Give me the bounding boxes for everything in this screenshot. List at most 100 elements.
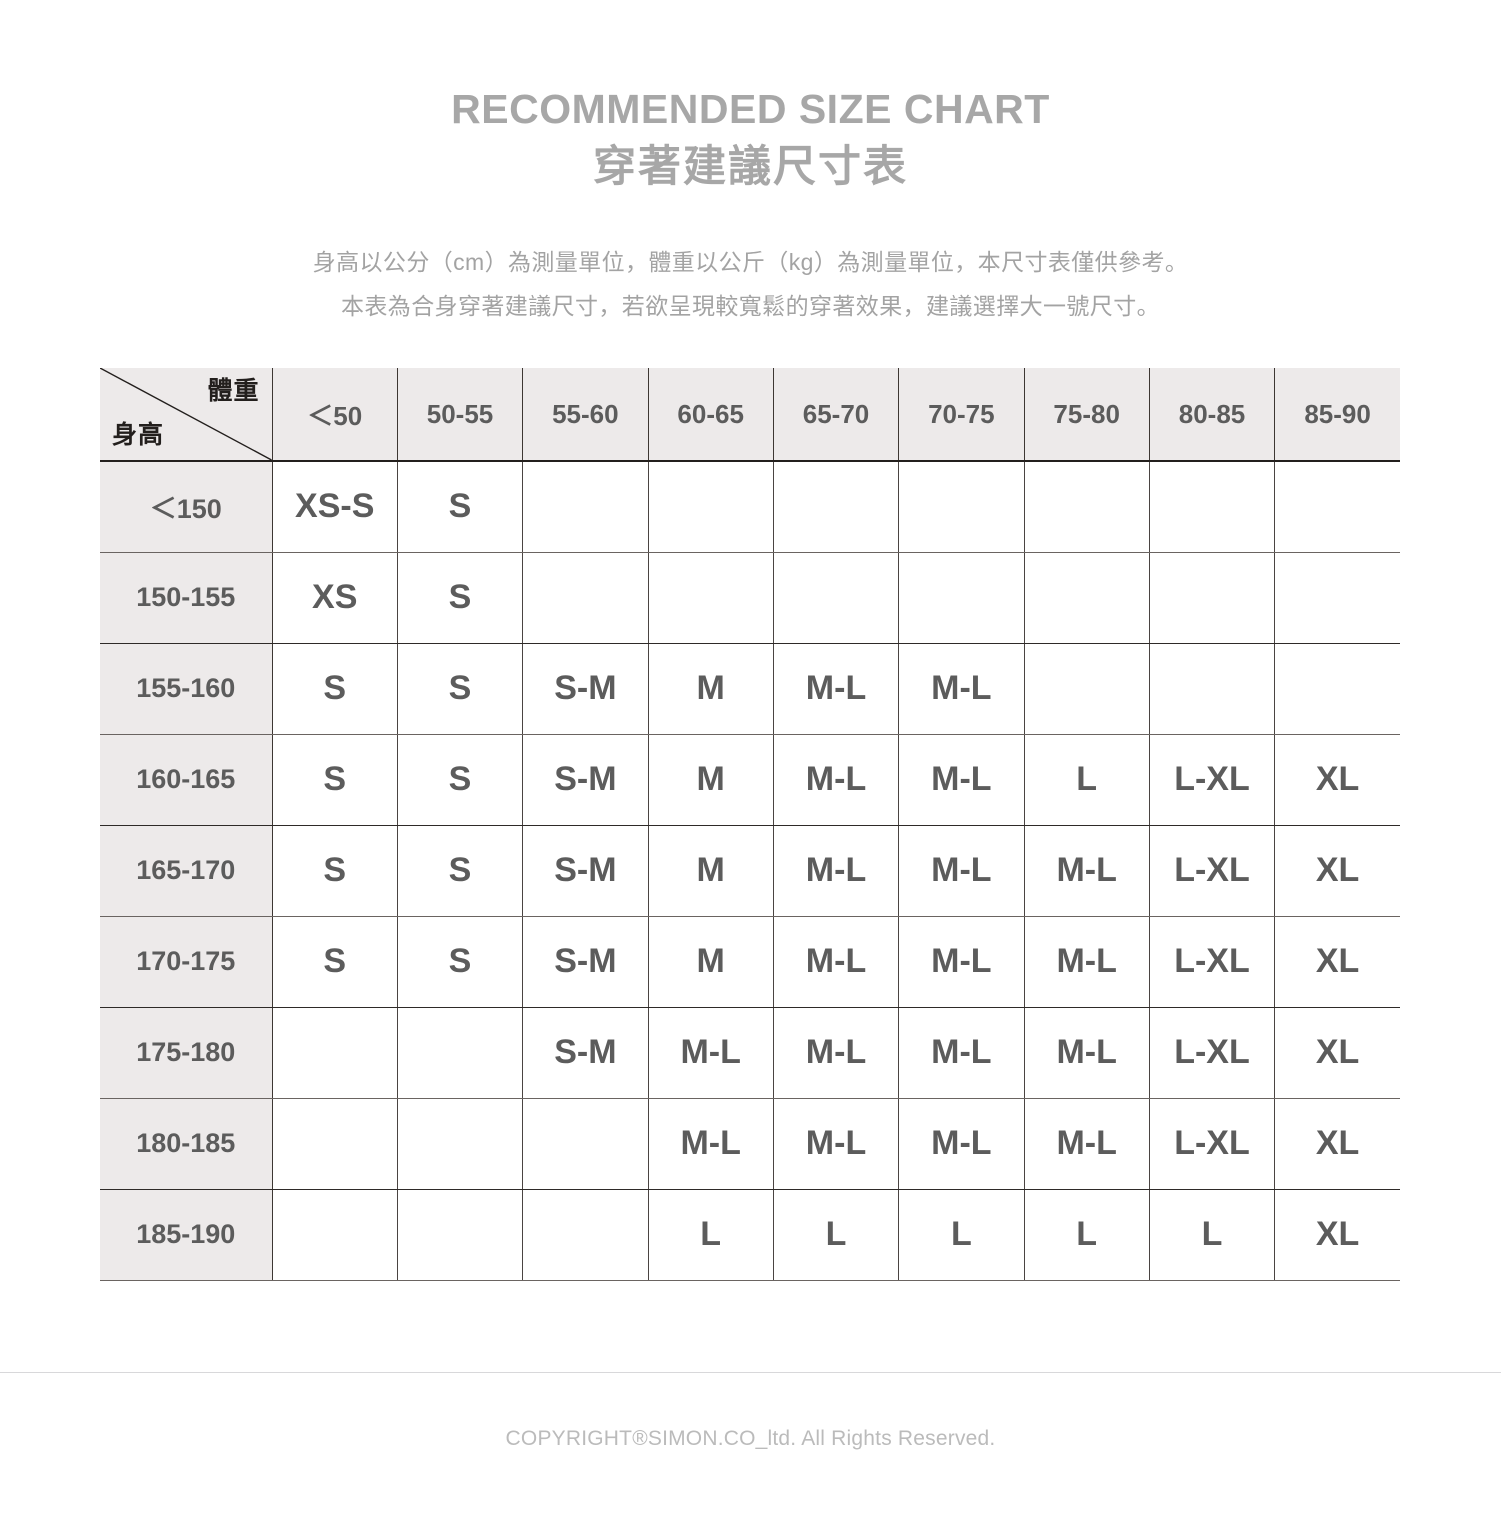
column-header-weight-3: 60-65: [648, 368, 774, 462]
title-block: RECOMMENDED SIZE CHART 穿著建議尺寸表: [0, 82, 1501, 198]
size-cell-r2-c0: S: [272, 643, 398, 735]
size-cell-r8-c2: [522, 1189, 649, 1281]
size-cell-r8-c6: L: [1024, 1189, 1150, 1281]
size-cell-r6-c7: L-XL: [1149, 1007, 1276, 1099]
column-header-weight-4: 65-70: [773, 368, 900, 462]
row-header-height-4: 165-170: [100, 825, 273, 917]
size-cell-r0-c4: [773, 461, 900, 553]
size-cell-r1-c0: XS: [272, 552, 398, 644]
size-cell-r7-c1: [397, 1098, 524, 1190]
size-cell-r4-c2: S-M: [522, 825, 649, 917]
size-cell-r3-c0: S: [272, 734, 398, 826]
size-cell-r1-c5: [898, 552, 1025, 644]
size-cell-r4-c0: S: [272, 825, 398, 917]
size-cell-r2-c1: S: [397, 643, 524, 735]
size-cell-r6-c0: [272, 1007, 398, 1099]
size-cell-r0-c7: [1149, 461, 1276, 553]
size-cell-r4-c5: M-L: [898, 825, 1025, 917]
size-cell-r7-c4: M-L: [773, 1098, 900, 1190]
table-row: 160-165 S S S-M M M-L M-L L L-XL XL: [100, 734, 1400, 826]
table-row: ＜150 XS-S S: [100, 461, 1400, 553]
size-cell-r2-c7: [1149, 643, 1276, 735]
table-row: 170-175 S S S-M M M-L M-L M-L L-XL XL: [100, 916, 1400, 1008]
size-cell-r5-c2: S-M: [522, 916, 649, 1008]
size-cell-r7-c6: M-L: [1024, 1098, 1150, 1190]
size-cell-r3-c2: S-M: [522, 734, 649, 826]
subtitle-block: 身高以公分（cm）為測量單位，體重以公斤（kg）為測量單位，本尺寸表僅供參考。 …: [0, 240, 1501, 328]
size-cell-r5-c8: XL: [1274, 916, 1400, 1008]
size-cell-r8-c7: L: [1149, 1189, 1276, 1281]
table-row: 175-180 S-M M-L M-L M-L M-L L-XL XL: [100, 1007, 1400, 1099]
size-cell-r0-c8: [1274, 461, 1400, 553]
column-header-weight-8: 85-90: [1274, 368, 1400, 462]
table-row: 180-185 M-L M-L M-L M-L L-XL XL: [100, 1098, 1400, 1190]
size-chart-table: 體重 身高 ＜50 50-55 55-60 60-65 65-70 70-75 …: [100, 368, 1400, 1281]
size-cell-r7-c2: [522, 1098, 649, 1190]
size-cell-r7-c7: L-XL: [1149, 1098, 1276, 1190]
size-cell-r7-c0: [272, 1098, 398, 1190]
column-header-weight-7: 80-85: [1149, 368, 1276, 462]
size-cell-r1-c2: [522, 552, 649, 644]
size-cell-r4-c1: S: [397, 825, 524, 917]
table-row: 150-155 XS S: [100, 552, 1400, 644]
size-cell-r1-c7: [1149, 552, 1276, 644]
size-cell-r5-c4: M-L: [773, 916, 900, 1008]
size-cell-r6-c5: M-L: [898, 1007, 1025, 1099]
size-cell-r1-c1: S: [397, 552, 524, 644]
size-cell-r8-c5: L: [898, 1189, 1025, 1281]
column-header-weight-5: 70-75: [898, 368, 1025, 462]
column-header-weight-1: 50-55: [397, 368, 524, 462]
size-cell-r4-c4: M-L: [773, 825, 900, 917]
size-cell-r3-c6: L: [1024, 734, 1150, 826]
size-cell-r0-c1: S: [397, 461, 524, 553]
size-cell-r6-c1: [397, 1007, 524, 1099]
size-cell-r8-c4: L: [773, 1189, 900, 1281]
size-cell-r5-c1: S: [397, 916, 524, 1008]
row-header-height-6: 175-180: [100, 1007, 273, 1099]
size-cell-r6-c4: M-L: [773, 1007, 900, 1099]
size-cell-r2-c5: M-L: [898, 643, 1025, 735]
size-cell-r7-c3: M-L: [648, 1098, 774, 1190]
column-header-weight-6: 75-80: [1024, 368, 1150, 462]
size-cell-r4-c7: L-XL: [1149, 825, 1276, 917]
size-cell-r8-c8: XL: [1274, 1189, 1400, 1281]
size-chart-table-wrapper: 體重 身高 ＜50 50-55 55-60 60-65 65-70 70-75 …: [100, 368, 1400, 1281]
size-cell-r1-c8: [1274, 552, 1400, 644]
size-cell-r3-c8: XL: [1274, 734, 1400, 826]
size-cell-r7-c8: XL: [1274, 1098, 1400, 1190]
size-cell-r8-c3: L: [648, 1189, 774, 1281]
table-row: 165-170 S S S-M M M-L M-L M-L L-XL XL: [100, 825, 1400, 917]
header-row: 體重 身高 ＜50 50-55 55-60 60-65 65-70 70-75 …: [100, 368, 1400, 462]
size-cell-r3-c1: S: [397, 734, 524, 826]
diagonal-divider-icon: [100, 368, 272, 460]
size-cell-r4-c3: M: [648, 825, 774, 917]
size-cell-r0-c2: [522, 461, 649, 553]
size-cell-r6-c2: S-M: [522, 1007, 649, 1099]
row-header-height-2: 155-160: [100, 643, 273, 735]
size-cell-r2-c3: M: [648, 643, 774, 735]
size-cell-r8-c0: [272, 1189, 398, 1281]
footer-divider: [0, 1372, 1501, 1373]
size-cell-r2-c8: [1274, 643, 1400, 735]
size-cell-r2-c6: [1024, 643, 1150, 735]
size-cell-r8-c1: [397, 1189, 524, 1281]
table-row: 155-160 S S S-M M M-L M-L: [100, 643, 1400, 735]
column-header-weight-0: ＜50: [272, 368, 398, 462]
weight-axis-label: 體重: [207, 377, 260, 405]
column-header-weight-2: 55-60: [522, 368, 649, 462]
row-header-height-5: 170-175: [100, 916, 273, 1008]
size-cell-r1-c6: [1024, 552, 1150, 644]
size-cell-r1-c3: [648, 552, 774, 644]
size-cell-r0-c5: [898, 461, 1025, 553]
row-header-height-3: 160-165: [100, 734, 273, 826]
size-cell-r2-c4: M-L: [773, 643, 900, 735]
size-cell-r6-c3: M-L: [648, 1007, 774, 1099]
size-cell-r5-c6: M-L: [1024, 916, 1150, 1008]
size-cell-r3-c7: L-XL: [1149, 734, 1276, 826]
table-body: ＜150 XS-S S 150-155 XS S 155-160 S S S-M M M-L M-L 16…: [100, 461, 1400, 1281]
size-cell-r2-c2: S-M: [522, 643, 649, 735]
row-header-height-0: ＜150: [100, 461, 273, 553]
size-cell-r7-c5: M-L: [898, 1098, 1025, 1190]
size-cell-r0-c3: [648, 461, 774, 553]
